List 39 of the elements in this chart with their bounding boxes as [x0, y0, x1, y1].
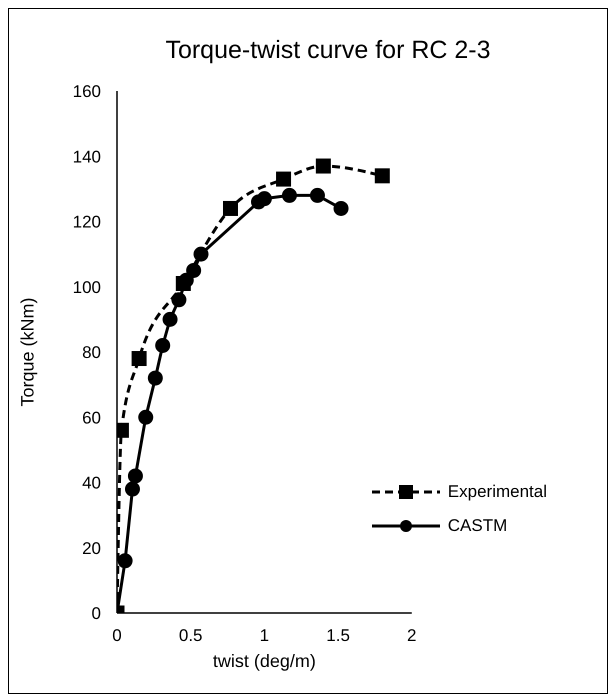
point [124, 482, 140, 497]
point [118, 553, 133, 568]
point [256, 191, 272, 206]
point [155, 338, 170, 353]
chart-title: Torque-twist curve for RC 2-3 [164, 35, 492, 65]
point [334, 200, 349, 216]
y-tick-label: 160 [72, 82, 101, 102]
x-tick-label: 2 [407, 626, 417, 646]
point [171, 292, 186, 308]
x-tick-label: 0.5 [178, 626, 203, 646]
point [374, 168, 390, 184]
point [276, 172, 292, 187]
y-tick-label: 140 [72, 147, 101, 166]
point [316, 158, 331, 174]
legend-label: CASTM [448, 516, 508, 536]
y-tick-label: 0 [92, 604, 101, 624]
y-tick-label: 100 [72, 278, 101, 297]
point [310, 188, 325, 203]
x-tick-label: 1 [260, 626, 270, 646]
y-tick-label: 60 [82, 408, 101, 428]
point [162, 312, 178, 327]
point [194, 246, 209, 262]
x-axis-title: twist (deg/m) [212, 651, 316, 671]
y-tick-label: 40 [82, 474, 101, 493]
y-tick-label: 80 [82, 343, 101, 362]
point [128, 468, 143, 484]
y-axis-title: Torque (kNm) [17, 297, 38, 407]
point [186, 262, 202, 278]
x-tick-label: 1.5 [326, 626, 350, 646]
y-tick-label: 120 [72, 212, 101, 232]
point [138, 410, 154, 425]
point [176, 276, 191, 291]
point [222, 200, 238, 216]
y-tick-label: 20 [82, 538, 101, 558]
legend-label: Experimental [448, 482, 547, 502]
point [282, 188, 297, 203]
point [132, 351, 147, 366]
x-tick-label: 0 [112, 626, 122, 646]
point [148, 370, 163, 386]
